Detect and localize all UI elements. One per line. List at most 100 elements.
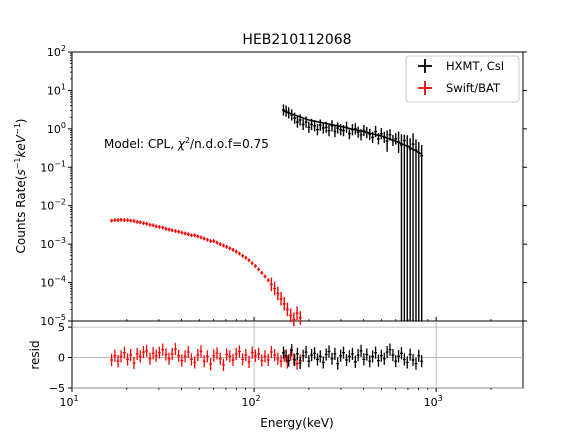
data-point	[310, 118, 314, 131]
resid-point	[379, 349, 383, 362]
data-point	[284, 105, 288, 117]
resid-point	[347, 350, 351, 363]
data-point	[362, 125, 366, 137]
data-point	[116, 218, 120, 223]
resid-series-hxmt-csi	[282, 343, 424, 370]
data-point	[365, 126, 369, 139]
chart-title: HEB210112068	[242, 32, 351, 48]
resid-point	[157, 346, 161, 359]
resid-point	[397, 350, 400, 363]
data-point	[417, 141, 421, 321]
data-point	[405, 135, 409, 321]
resid-point	[371, 350, 375, 363]
data-point	[353, 123, 357, 135]
resid-point	[177, 349, 181, 362]
data-point	[241, 253, 245, 258]
legend-marker-bat	[418, 81, 432, 95]
data-point	[359, 129, 363, 141]
resid-point	[333, 347, 337, 360]
data-point	[279, 291, 283, 306]
data-point	[411, 133, 415, 321]
resid-point	[295, 347, 299, 360]
resid-point	[126, 353, 130, 366]
data-point	[391, 134, 395, 147]
resid-point	[122, 346, 126, 359]
data-point	[269, 277, 273, 292]
resid-point	[342, 346, 345, 359]
data-point	[164, 226, 168, 231]
data-point	[170, 228, 174, 233]
resid-point	[205, 350, 209, 363]
resid-point	[353, 355, 357, 368]
resid-point	[385, 345, 389, 359]
data-point	[110, 218, 114, 223]
data-point	[276, 286, 280, 301]
data-point	[342, 125, 345, 137]
resid-point	[368, 355, 372, 368]
x-axis-label: Energy(keV)	[260, 416, 334, 430]
data-point	[295, 306, 299, 320]
data-point	[316, 124, 319, 136]
resid-point	[237, 345, 241, 358]
data-point	[212, 239, 216, 243]
data-point	[402, 134, 406, 321]
resid-tick-label: 0	[58, 352, 65, 365]
resid-point	[167, 352, 171, 365]
resid-tick-label: −5	[49, 382, 65, 395]
data-point	[260, 270, 264, 275]
resid-point	[376, 354, 380, 367]
data-point	[414, 139, 418, 321]
data-point	[313, 120, 317, 132]
data-point	[205, 237, 209, 242]
data-point	[167, 227, 171, 232]
data-point	[234, 249, 238, 254]
data-point	[129, 218, 133, 223]
resid-point	[250, 346, 254, 359]
legend-label-hxmt: HXMT, CsI	[446, 59, 504, 73]
data-point	[122, 218, 126, 223]
resid-point	[356, 349, 360, 362]
resid-point	[330, 352, 334, 365]
resid-point	[247, 355, 251, 368]
resid-point	[209, 358, 212, 371]
data-point	[196, 234, 200, 239]
resid-point	[336, 357, 340, 370]
resid-point	[318, 350, 322, 363]
data-point	[263, 274, 267, 279]
data-point	[327, 125, 331, 137]
y-axis-label: Counts Rate(s−1keV−1)	[13, 119, 28, 254]
resid-point	[327, 345, 331, 358]
data-point	[356, 126, 360, 138]
resid-point	[199, 345, 203, 358]
data-point	[368, 128, 372, 140]
y-tick-label: 10−5	[40, 313, 66, 328]
data-point	[298, 114, 302, 126]
data-point	[330, 120, 334, 132]
data-point	[202, 236, 206, 241]
data-point	[293, 112, 297, 124]
data-point	[285, 302, 289, 317]
legend-box	[405, 55, 520, 103]
resid-point	[276, 352, 280, 365]
y-tick-label: 10−2	[40, 198, 66, 213]
resid-point	[382, 352, 386, 365]
data-point	[177, 229, 181, 234]
data-point	[222, 243, 225, 248]
data-point	[420, 145, 424, 321]
resid-point	[215, 347, 219, 360]
resid-point	[313, 347, 317, 360]
resid-layer	[110, 342, 424, 371]
model-annotation: Model: CPL, χ2/n.d.o.f=0.75	[104, 136, 269, 151]
legend-marker-hxmt	[418, 59, 432, 73]
data-point	[180, 230, 184, 235]
resid-point	[257, 347, 261, 360]
data-point	[324, 121, 328, 133]
data-point	[257, 267, 261, 272]
resid-point	[391, 349, 395, 362]
resid-point	[321, 356, 325, 369]
data-point	[347, 128, 351, 140]
data-point	[336, 122, 340, 134]
resid-axis-label: resid	[28, 340, 42, 369]
resid-point	[365, 348, 369, 361]
